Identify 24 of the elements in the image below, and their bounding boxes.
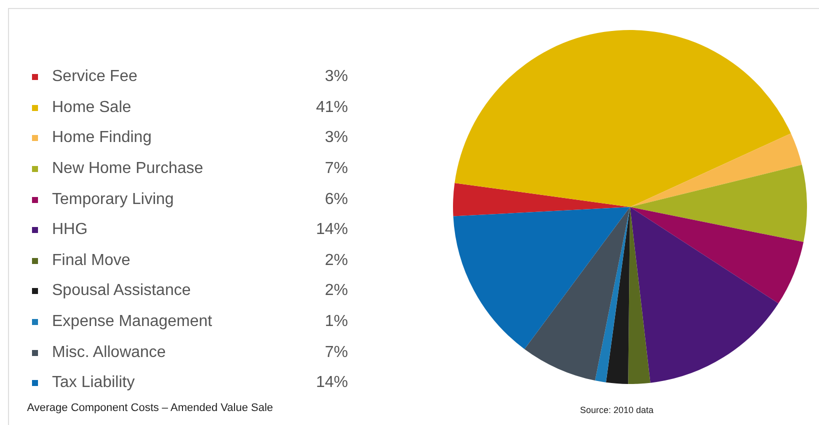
legend-label: Misc. Allowance bbox=[52, 344, 167, 362]
legend-label: Home Sale bbox=[52, 98, 132, 117]
legend-label: New Home Purchase bbox=[52, 160, 204, 178]
data-label: 6% bbox=[324, 190, 348, 209]
legend-label: Tax Liability bbox=[52, 374, 136, 392]
legend-label: Final Move bbox=[52, 252, 132, 270]
data-label: 7% bbox=[324, 344, 348, 362]
data-label: 2% bbox=[324, 282, 348, 300]
data-label: 14% bbox=[316, 221, 348, 240]
data-label: 41% bbox=[316, 98, 348, 117]
legend-label: Home Finding bbox=[52, 129, 153, 148]
source-note: Source: 2010 data bbox=[580, 405, 654, 415]
data-label: 14% bbox=[316, 374, 348, 392]
data-label: 1% bbox=[324, 313, 348, 332]
legend-label: Service Fee bbox=[52, 68, 138, 86]
legend-label: Expense Management bbox=[52, 313, 214, 332]
data-label: 3% bbox=[324, 129, 348, 148]
text: Average Component Costs – Amended Value Sale bbox=[27, 402, 274, 414]
legend-label: Spousal Assistance bbox=[52, 282, 192, 300]
legend-label: HHG bbox=[52, 221, 89, 240]
data-label: 7% bbox=[324, 160, 348, 178]
legend-label: Temporary Living bbox=[52, 190, 175, 209]
data-label: 2% bbox=[324, 252, 348, 270]
data-label: 3% bbox=[324, 68, 348, 86]
